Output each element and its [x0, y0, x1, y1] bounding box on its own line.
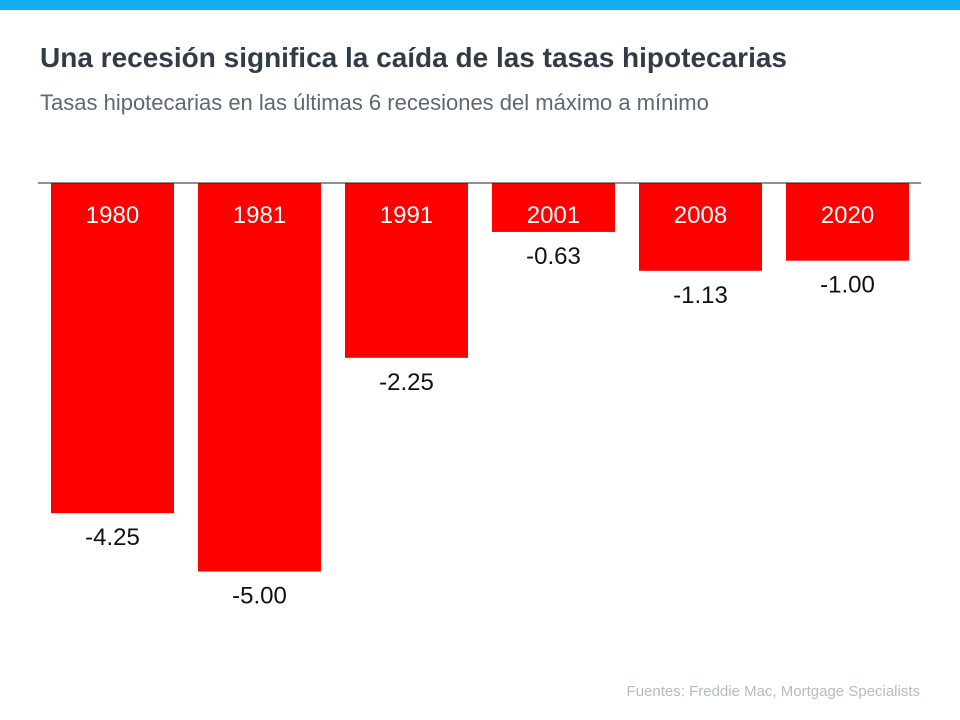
value-label: -0.63: [526, 243, 581, 270]
value-label: -1.13: [673, 282, 728, 309]
bar-2001: [492, 183, 615, 232]
value-label: -5.00: [232, 583, 287, 610]
category-label: 2008: [674, 202, 727, 229]
bar-1991: [345, 183, 468, 358]
chart-title: Una recesión significa la caída de las t…: [40, 42, 788, 73]
bar-1981: [198, 183, 321, 572]
bar-1980: [51, 183, 174, 514]
category-label: 2020: [821, 202, 874, 229]
category-label: 1991: [380, 202, 433, 229]
chart-subtitle: Tasas hipotecarias en las últimas 6 rece…: [40, 90, 709, 115]
bar-2008: [639, 183, 762, 271]
value-label: -2.25: [379, 369, 434, 396]
source-note: Fuentes: Freddie Mac, Mortgage Specialis…: [626, 683, 920, 700]
category-label: 1981: [233, 202, 286, 229]
value-label: -4.25: [85, 524, 140, 551]
top-accent-bar: [0, 0, 960, 10]
value-label: -1.00: [820, 272, 875, 299]
category-label: 2001: [527, 202, 580, 229]
bar-2020: [786, 183, 909, 261]
category-label: 1980: [86, 202, 139, 229]
